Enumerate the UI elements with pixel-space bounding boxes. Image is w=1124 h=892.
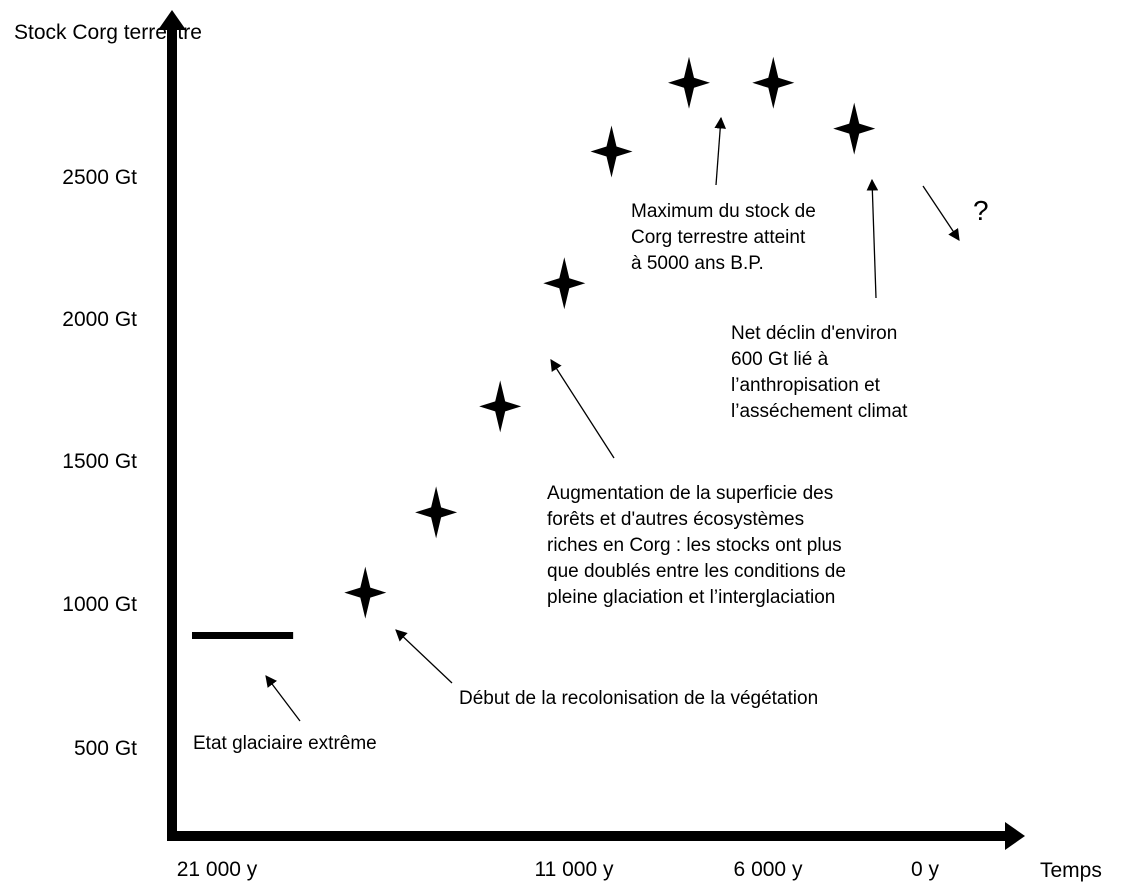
annotation-augmentation-line: forêts et d'autres écosystèmes [547,509,805,530]
annotation-augmentation-line: riches en Corg : les stocks ont plus [547,535,842,556]
annotation-question-mark: ? [973,195,989,226]
annotation-declin-line: l’anthropisation et [731,375,880,396]
y-axis-arrowhead [158,10,186,30]
arrow-declin [866,178,879,299]
y-tick-label: 1500 Gt [62,450,137,473]
x-axis-arrowhead [1005,822,1025,850]
data-point-star [590,125,633,178]
x-tick-label: 11 000 y [534,858,614,881]
data-point-star [479,380,522,433]
annotation-augmentation-line: que doublés entre les conditions de [547,561,846,582]
y-tick-label: 2000 Gt [62,308,137,331]
y-axis-title: Stock Corg terrestre [14,21,202,44]
annotation-maximum-line: Maximum du stock de [631,201,816,222]
annotation-declin-line: Net déclin d'environ [731,323,898,344]
y-tick-label: 2500 Gt [62,166,137,189]
annotation-recolonisation: Début de la recolonisation de la végétat… [459,688,819,709]
annotation-maximum-line: à 5000 ans B.P. [631,253,764,274]
x-axis-title: Temps [1040,859,1102,882]
arrow-maximum [714,116,727,186]
arrow-recolonisation [395,629,453,684]
annotation-augmentation-line: Augmentation de la superficie des [547,483,834,504]
data-marks [192,56,876,640]
annotation-arrows [265,116,960,722]
data-point-star [543,257,586,310]
x-tick-label: 0 y [910,858,940,881]
data-point-star [752,56,795,109]
annotation-declin-line: 600 Gt lié à [731,349,829,370]
arrow-glacial [265,675,301,722]
axes [158,10,1025,850]
annotation-augmentation: Augmentation de la superficie des forêts… [547,481,895,611]
data-point-star [668,56,710,109]
y-tick-label: 1000 Gt [62,593,137,616]
annotation-glacial: Etat glaciaire extrême [193,733,377,754]
annotation-maximum-line: Corg terrestre atteint [631,227,806,248]
annotation-maximum: Maximum du stock de Corg terrestre attei… [631,199,843,277]
y-tick-label: 500 Gt [73,737,137,760]
x-tick-label: 21 000 y [176,858,258,881]
arrow-future [922,185,960,241]
data-point-star [344,566,387,619]
data-point-star [833,102,876,155]
arrow-augmentation [550,359,615,459]
annotation-declin: Net déclin d'environ 600 Gt lié à l’anth… [731,321,929,425]
annotation-augmentation-line: pleine glaciation et l’interglaciation [547,587,836,608]
data-point-star [415,486,458,539]
x-tick-label: 6 000 y [733,858,803,881]
annotation-declin-line: l’asséchement climat [731,401,908,422]
